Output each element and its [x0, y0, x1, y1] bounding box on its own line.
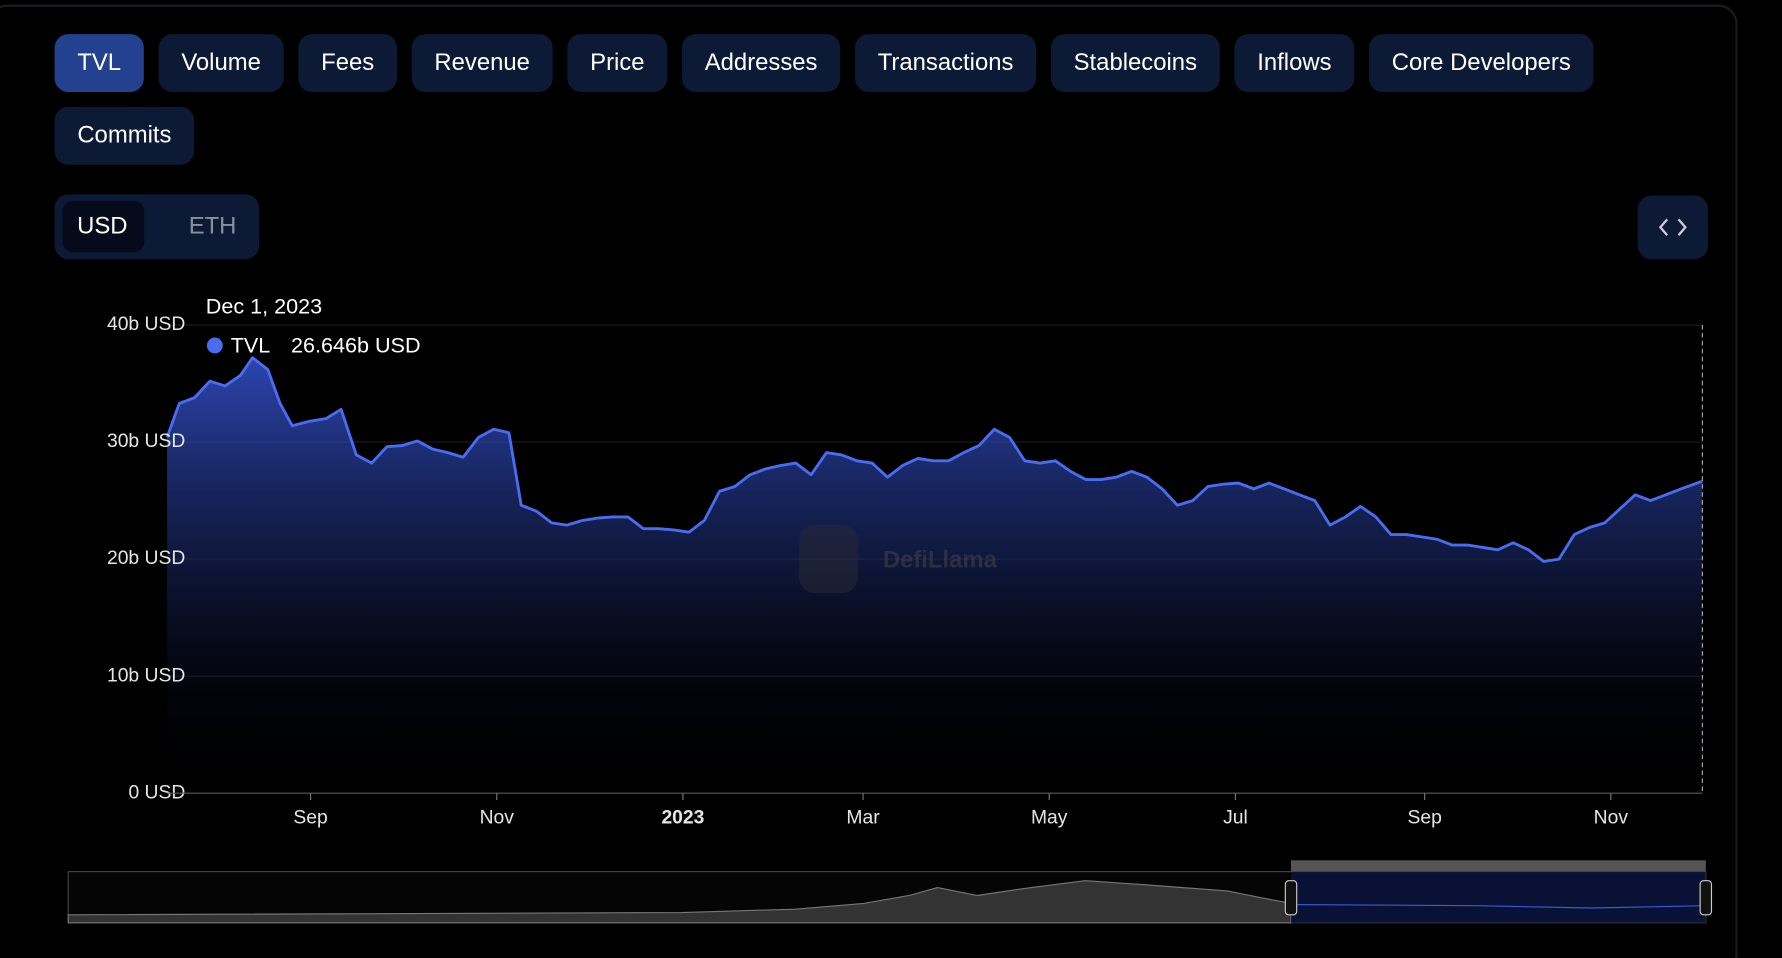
tooltip-series: TVL [231, 332, 271, 357]
tab-label[interactable]: Stablecoins [1074, 49, 1197, 76]
x-tick-label: Mar [846, 807, 880, 828]
tab-label[interactable]: TVL [77, 49, 121, 76]
area-fill [167, 357, 1703, 794]
navigator-selected-line [1291, 904, 1706, 909]
tab-label[interactable]: Core Developers [1392, 49, 1571, 76]
x-tick-label: May [1031, 807, 1068, 828]
tab-label[interactable]: Fees [321, 49, 374, 76]
tooltip-value: 26.646b USD [291, 332, 421, 357]
navigator-handle[interactable] [1699, 880, 1713, 916]
navigator-selection [1291, 871, 1706, 923]
navigator [67, 860, 1713, 924]
tab[interactable] [158, 34, 284, 93]
embed-button[interactable] [1637, 195, 1709, 260]
x-tick-label: Sep [293, 807, 327, 828]
x-tick-label: Nov [1594, 807, 1629, 828]
tab[interactable] [54, 106, 195, 165]
currency-option[interactable]: USD [77, 213, 127, 240]
tab[interactable] [567, 34, 668, 93]
tab[interactable] [682, 34, 841, 93]
tab-label[interactable]: Inflows [1257, 49, 1331, 76]
line [165, 356, 1703, 563]
x-tick-label: Sep [1407, 807, 1441, 828]
x-tick-label: Nov [480, 807, 515, 828]
tab[interactable] [1234, 34, 1355, 93]
x-tick-label: Jul [1223, 807, 1248, 828]
navigator-handle-bar[interactable] [1291, 860, 1706, 872]
tab[interactable] [1369, 34, 1594, 93]
tab-label[interactable]: Commits [77, 122, 171, 149]
currency-option[interactable]: ETH [189, 213, 237, 240]
tab[interactable] [1050, 34, 1220, 93]
y-tick-label: 20b USD [107, 548, 185, 569]
watermark-logo [798, 525, 859, 594]
navigator-handle[interactable] [1284, 880, 1298, 916]
embed-icon [1658, 218, 1687, 236]
x-tick-label: 2023 [661, 807, 704, 828]
tooltip-title: Dec 1, 2023 [206, 294, 322, 319]
tab-label[interactable]: Revenue [434, 49, 530, 76]
tab[interactable] [411, 34, 553, 93]
tooltip-dot [206, 337, 223, 354]
watermark: DefiLlama [883, 547, 998, 574]
tab-label[interactable]: Price [590, 49, 644, 76]
tab-label[interactable]: Addresses [705, 49, 818, 76]
y-tick-label: 0 USD [128, 782, 185, 803]
tab[interactable] [54, 34, 144, 93]
y-tick-label: 30b USD [107, 431, 185, 452]
y-tick-label: 10b USD [107, 665, 185, 686]
tab-label[interactable]: Volume [181, 49, 261, 76]
tab-bar: TVL Volume Fees Revenue Price Addresses Transa… [54, 34, 1594, 165]
tab[interactable] [854, 34, 1037, 93]
tab-label[interactable]: Transactions [878, 49, 1014, 76]
y-tick-label: 40b USD [107, 314, 185, 335]
currency-active [62, 201, 145, 253]
tab[interactable] [298, 34, 397, 93]
chart: 0 USD 10b USD 20b USD 30b USD 40b USD Sep Nov 2… [107, 294, 1703, 828]
